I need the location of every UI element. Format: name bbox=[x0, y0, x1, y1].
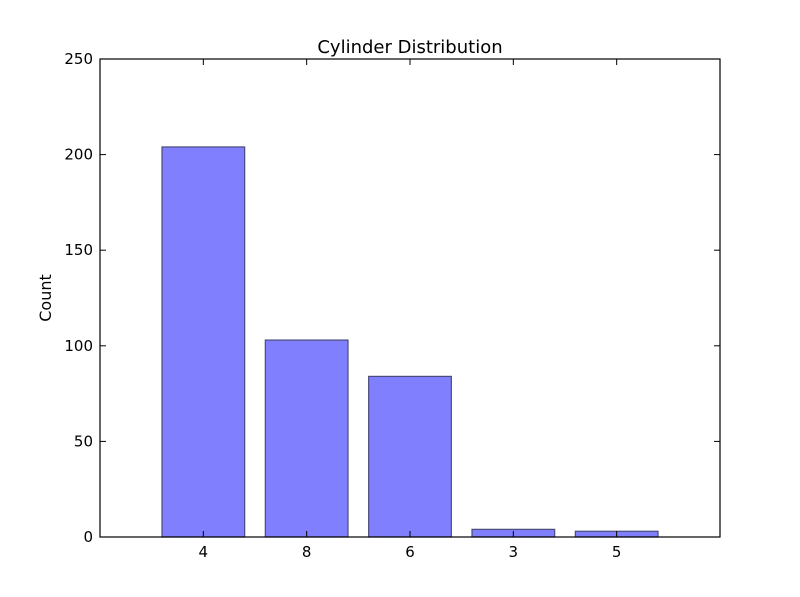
x-tick-label: 5 bbox=[612, 543, 622, 561]
x-tick-label: 8 bbox=[302, 543, 312, 561]
chart-title: Cylinder Distribution bbox=[317, 37, 502, 58]
x-tick-label: 4 bbox=[199, 543, 209, 561]
y-tick-label: 200 bbox=[64, 146, 93, 164]
plot-area: 0 50 100 150 200 250 4 8 6 3 5 bbox=[64, 50, 721, 561]
y-tick-label: 50 bbox=[74, 432, 93, 450]
x-tick-label: 3 bbox=[509, 543, 519, 561]
x-tick-label: 6 bbox=[405, 543, 415, 561]
y-tick-label: 150 bbox=[64, 241, 93, 259]
y-tick-label: 0 bbox=[83, 528, 93, 546]
y-axis-label: Count bbox=[36, 274, 55, 322]
bar-8 bbox=[264, 339, 349, 538]
bar-4 bbox=[161, 146, 246, 538]
y-tick-label: 250 bbox=[64, 50, 93, 68]
bar-6 bbox=[368, 375, 452, 538]
y-tick-label: 100 bbox=[64, 337, 93, 355]
